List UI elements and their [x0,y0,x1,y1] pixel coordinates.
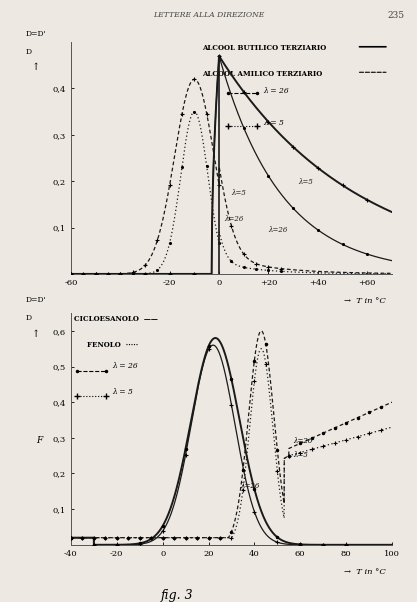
Text: D: D [26,314,32,322]
Text: ↑: ↑ [33,329,40,338]
Text: →  T in °C: → T in °C [344,568,386,576]
Text: 235: 235 [387,11,404,20]
Text: D=D': D=D' [26,29,47,37]
Text: ALCOOL AMILICO TERZIARIO: ALCOOL AMILICO TERZIARIO [203,70,323,78]
Text: λ=26: λ=26 [269,226,288,234]
Text: λ=5: λ=5 [231,189,246,197]
Text: →  T in °C: → T in °C [344,297,386,305]
Text: λ=26: λ=26 [241,482,260,490]
Text: D=D': D=D' [26,296,47,304]
Text: F: F [36,436,42,445]
Text: LETTERE ALLA DIREZIONE: LETTERE ALLA DIREZIONE [153,11,264,19]
Text: CICLOESANOLO  ——: CICLOESANOLO —— [74,315,158,323]
Text: ALCOOL BUTILICO TERZIARIO: ALCOOL BUTILICO TERZIARIO [203,45,327,52]
Text: fig. 3: fig. 3 [161,589,193,602]
Text: D: D [26,48,32,56]
Text: λ = 5: λ = 5 [264,119,284,127]
Text: ↑: ↑ [33,63,40,72]
Text: λ = 26: λ = 26 [264,87,289,95]
Text: · fig. 2: · fig. 2 [163,315,203,329]
Text: FENOLO  ·····: FENOLO ····· [87,341,138,349]
Text: λ = 26: λ = 26 [113,362,138,370]
Text: λ=5: λ=5 [298,178,313,185]
Text: λ=5: λ=5 [294,452,308,459]
Text: λ=26: λ=26 [224,214,244,223]
Text: λ = 5: λ = 5 [113,388,133,396]
Text: λ=26: λ=26 [294,437,313,445]
